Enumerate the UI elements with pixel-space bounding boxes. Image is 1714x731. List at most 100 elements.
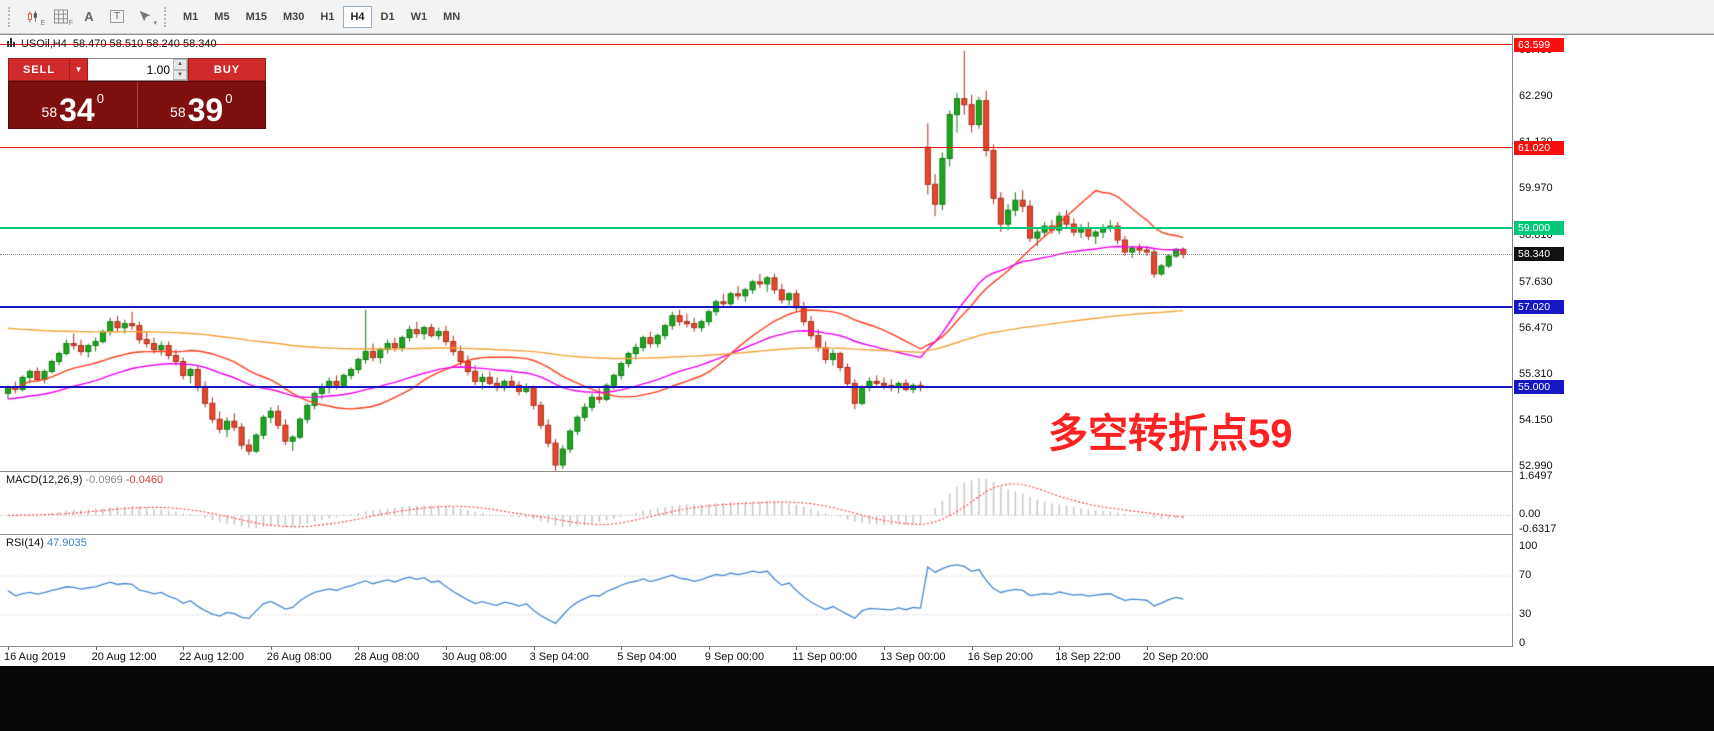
price-chart-canvas[interactable]: [0, 35, 1512, 647]
time-axis-label: 16 Sep 20:00: [967, 651, 1034, 663]
macd-main-value: -0.0969: [85, 474, 123, 486]
timeframe-button-m5[interactable]: M5: [207, 6, 236, 28]
time-axis-tick: [1059, 647, 1061, 650]
pane-separator-rsi[interactable]: [0, 534, 1714, 535]
time-axis-label: 3 Sep 04:00: [529, 651, 589, 663]
time-axis-label: 11 Sep 00:00: [792, 651, 858, 663]
candlestick-style-icon-badge: E: [40, 19, 45, 27]
volume-increase-button[interactable]: ▲: [173, 59, 187, 70]
rsi-scale-label: 0: [1519, 637, 1526, 649]
toolbar-drag-handle[interactable]: [164, 6, 170, 27]
text-a-icon[interactable]: A: [75, 5, 103, 29]
cursor-tool-icon-badge: ▾: [153, 19, 157, 27]
chart-title: USOil,H4 58.470 58.510 58.240 58.340: [6, 38, 217, 50]
chevron-down-icon: ▼: [74, 65, 83, 74]
time-axis-label: 5 Sep 04:00: [617, 651, 677, 663]
sell-button[interactable]: SELL: [8, 58, 70, 81]
price-scale-label: 54.150: [1519, 414, 1553, 427]
price-scale-label: 59.970: [1519, 182, 1553, 195]
price-marker-63.599: 63.599: [1514, 37, 1564, 52]
chart-window: USOil,H4 58.470 58.510 58.240 58.340 SEL…: [0, 34, 1714, 649]
macd-scale-label: 0.00: [1519, 508, 1541, 521]
time-axis-label: 22 Aug 12:00: [179, 651, 245, 663]
buy-price-display[interactable]: 58 39 0: [138, 82, 266, 128]
sell-price-sup: 0: [96, 91, 104, 106]
time-axis-label: 30 Aug 08:00: [442, 651, 507, 663]
time-axis-label: 16 Aug 2019: [4, 651, 66, 663]
timeframe-button-m30[interactable]: M30: [276, 6, 311, 28]
current-price-line: [0, 254, 1512, 256]
time-axis-tick: [971, 647, 973, 650]
timeframe-button-d1[interactable]: D1: [374, 6, 402, 28]
time-axis-tick: [95, 647, 97, 650]
horizontal-line-63.599[interactable]: [0, 44, 1512, 46]
toolbar-icon-group: E F A T ▾: [19, 5, 159, 29]
price-divider: [136, 82, 138, 128]
time-axis-tick: [358, 647, 360, 650]
sell-price-display[interactable]: 58 34 0: [9, 82, 137, 128]
price-marker-61.020: 61.020: [1514, 140, 1564, 155]
horizontal-line-57.020[interactable]: [0, 305, 1512, 308]
price-marker-59.000: 59.000: [1514, 221, 1564, 236]
time-axis-label: 9 Sep 00:00: [704, 651, 765, 663]
time-axis-label: 28 Aug 08:00: [354, 651, 420, 663]
macd-label: MACD(12,26,9) -0.0969 -0.0460: [6, 474, 163, 486]
toolbar: E F A T ▾ M1 M5 M15 M30 H1 H4 D1 W1 MN: [0, 0, 1714, 34]
horizontal-line-59.000[interactable]: [0, 227, 1512, 230]
time-axis-tick: [270, 647, 272, 650]
rsi-label: RSI(14) 47.9035: [6, 537, 87, 549]
pane-separator-macd[interactable]: [0, 471, 1714, 472]
time-axis-tick: [621, 647, 623, 650]
timeframe-button-m15[interactable]: M15: [239, 6, 274, 28]
horizontal-line-55.000[interactable]: [0, 386, 1512, 389]
timeframe-button-m1[interactable]: M1: [176, 6, 205, 28]
volume-input[interactable]: [88, 58, 188, 81]
time-axis-label: 13 Sep 00:00: [880, 651, 946, 663]
time-axis-tick: [446, 647, 447, 650]
timeframe-button-mn[interactable]: MN: [436, 6, 467, 28]
volume-dropdown-button[interactable]: ▼: [70, 58, 88, 81]
time-axis-tick: [796, 647, 798, 650]
buy-price-small: 58: [170, 104, 186, 120]
volume-decrease-button[interactable]: ▼: [173, 69, 187, 80]
scale-separator: [1512, 35, 1513, 647]
sell-price-big: 34: [59, 91, 95, 128]
toolbar-drag-handle[interactable]: [8, 6, 14, 27]
macd-name: MACD(12,26,9): [6, 474, 83, 486]
price-scale-label: 52.990: [1519, 460, 1553, 473]
volume-field-wrap: ▲ ▼: [88, 58, 188, 81]
timeframe-button-h4[interactable]: H4: [343, 5, 372, 28]
time-axis-tick: [183, 647, 185, 650]
time-axis[interactable]: 16 Aug 2019 20 Aug 12:00 22 Aug 12:00 26 Au…: [0, 646, 1714, 666]
time-axis-tick: [8, 647, 9, 650]
buy-button[interactable]: BUY: [188, 58, 266, 81]
price-scale-label: 57.630: [1519, 275, 1553, 288]
buy-price-sup: 0: [225, 91, 233, 106]
time-axis-label: 20 Sep 20:00: [1142, 651, 1209, 663]
timeframe-button-h1[interactable]: H1: [313, 6, 341, 28]
macd-scale-label: -0.6317: [1519, 523, 1557, 535]
price-marker-58.340: 58.340: [1514, 247, 1564, 262]
price-scale-label: 62.290: [1519, 90, 1553, 103]
text-box-icon[interactable]: T: [103, 5, 131, 29]
time-axis-tick: [1146, 647, 1148, 650]
bottom-panel: [0, 666, 1714, 731]
macd-scale-label: 1.6497: [1519, 470, 1553, 482]
cursor-tool-icon[interactable]: ▾: [131, 5, 159, 29]
symbol-timeframe-label: USOil,H4: [21, 38, 67, 50]
candlestick-style-icon[interactable]: E: [19, 5, 47, 29]
macd-signal-value: -0.0460: [125, 474, 164, 486]
rsi-scale-label: 70: [1519, 569, 1532, 582]
time-axis-tick: [708, 647, 710, 650]
time-axis-label: 26 Aug 08:00: [266, 651, 332, 663]
horizontal-line-61.020[interactable]: [0, 147, 1512, 149]
price-scale[interactable]: 63.45062.29061.13059.97058.81057.63056.4…: [1513, 35, 1714, 649]
time-axis-tick: [533, 647, 535, 650]
chart-annotation-text[interactable]: 多空转折点59: [1048, 412, 1293, 456]
timeframe-button-w1[interactable]: W1: [404, 6, 435, 28]
grid-icon-badge: F: [68, 19, 73, 27]
sell-price-small: 58: [41, 104, 58, 120]
time-axis-label: 20 Aug 12:00: [91, 651, 157, 663]
grid-icon[interactable]: F: [47, 5, 75, 29]
